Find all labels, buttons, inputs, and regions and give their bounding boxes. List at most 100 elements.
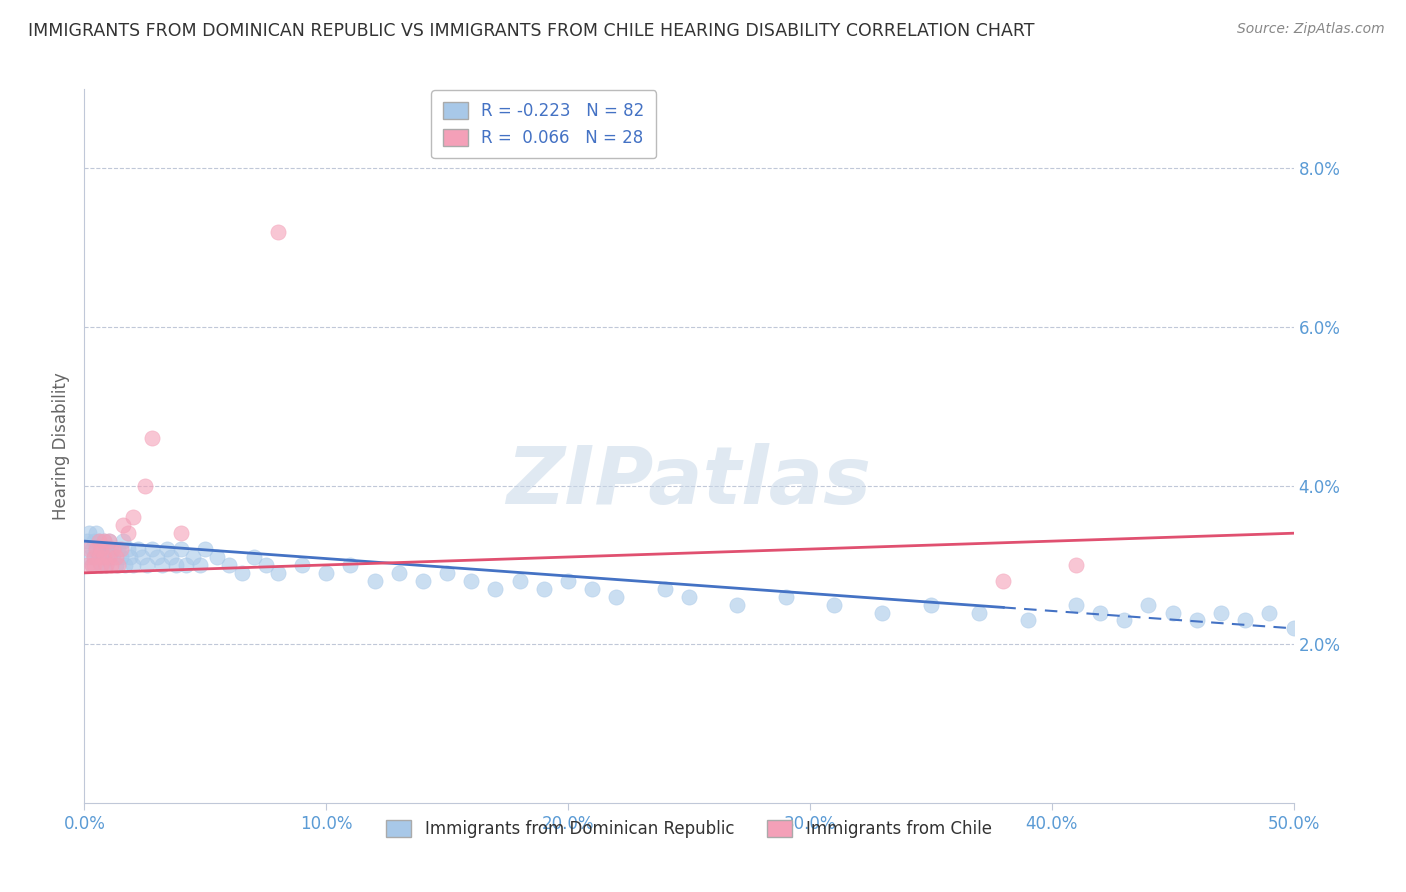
Point: [114, 558, 136, 572]
Point: [87, 534, 110, 549]
Legend: Immigrants from Dominican Republic, Immigrants from Chile: Immigrants from Dominican Republic, Immi…: [380, 813, 998, 845]
Point: [412, 574, 434, 588]
Point: [291, 558, 314, 572]
Point: [581, 582, 603, 596]
Point: [80, 542, 103, 557]
Point: [117, 542, 139, 557]
Point: [1064, 558, 1087, 572]
Point: [1282, 621, 1305, 635]
Point: [127, 542, 149, 557]
Point: [1234, 614, 1257, 628]
Point: [86, 526, 108, 541]
Text: ZIPatlas: ZIPatlas: [506, 442, 872, 521]
Point: [146, 549, 169, 564]
Point: [90, 558, 112, 572]
Point: [94, 542, 117, 557]
Point: [141, 431, 163, 445]
Point: [100, 542, 122, 557]
Point: [155, 542, 177, 557]
Point: [533, 582, 555, 596]
Point: [83, 558, 105, 572]
Point: [80, 558, 103, 572]
Point: [967, 606, 990, 620]
Point: [83, 549, 105, 564]
Point: [1137, 598, 1160, 612]
Point: [76, 558, 98, 572]
Point: [107, 558, 129, 572]
Point: [725, 598, 748, 612]
Point: [97, 549, 120, 564]
Point: [94, 558, 117, 572]
Point: [93, 549, 115, 564]
Point: [1185, 614, 1208, 628]
Point: [80, 558, 103, 572]
Point: [87, 534, 110, 549]
Point: [90, 558, 112, 572]
Point: [121, 510, 143, 524]
Point: [83, 549, 105, 564]
Point: [605, 590, 627, 604]
Point: [77, 542, 100, 557]
Point: [823, 598, 845, 612]
Point: [76, 534, 98, 549]
Point: [1209, 606, 1232, 620]
Point: [363, 574, 385, 588]
Point: [1017, 614, 1039, 628]
Point: [254, 558, 277, 572]
Point: [170, 542, 193, 557]
Point: [150, 558, 173, 572]
Point: [484, 582, 506, 596]
Point: [1161, 606, 1184, 620]
Point: [207, 549, 229, 564]
Point: [267, 566, 290, 580]
Point: [107, 542, 129, 557]
Point: [160, 549, 183, 564]
Point: [77, 526, 100, 541]
Point: [557, 574, 579, 588]
Point: [190, 558, 212, 572]
Point: [654, 582, 676, 596]
Point: [90, 542, 112, 557]
Point: [97, 549, 120, 564]
Point: [103, 542, 125, 557]
Point: [110, 542, 132, 557]
Point: [93, 549, 115, 564]
Point: [315, 566, 337, 580]
Point: [86, 542, 108, 557]
Point: [218, 558, 240, 572]
Point: [460, 574, 482, 588]
Point: [194, 542, 217, 557]
Point: [509, 574, 531, 588]
Y-axis label: Hearing Disability: Hearing Disability: [52, 372, 70, 520]
Point: [339, 558, 361, 572]
Point: [141, 542, 163, 557]
Point: [1258, 606, 1281, 620]
Point: [872, 606, 894, 620]
Text: Source: ZipAtlas.com: Source: ZipAtlas.com: [1237, 22, 1385, 37]
Point: [110, 549, 132, 564]
Point: [920, 598, 942, 612]
Point: [104, 558, 127, 572]
Point: [112, 518, 135, 533]
Point: [993, 574, 1015, 588]
Point: [121, 558, 143, 572]
Point: [1114, 614, 1136, 628]
Point: [90, 542, 112, 557]
Point: [231, 566, 253, 580]
Point: [388, 566, 411, 580]
Point: [131, 549, 153, 564]
Point: [117, 526, 139, 541]
Point: [87, 549, 110, 564]
Text: IMMIGRANTS FROM DOMINICAN REPUBLIC VS IMMIGRANTS FROM CHILE HEARING DISABILITY C: IMMIGRANTS FROM DOMINICAN REPUBLIC VS IM…: [28, 22, 1035, 40]
Point: [1088, 606, 1111, 620]
Point: [242, 549, 264, 564]
Point: [775, 590, 797, 604]
Point: [267, 225, 290, 239]
Point: [87, 549, 110, 564]
Point: [104, 549, 127, 564]
Point: [77, 549, 100, 564]
Point: [134, 478, 156, 492]
Point: [136, 558, 159, 572]
Point: [83, 534, 105, 549]
Point: [100, 558, 122, 572]
